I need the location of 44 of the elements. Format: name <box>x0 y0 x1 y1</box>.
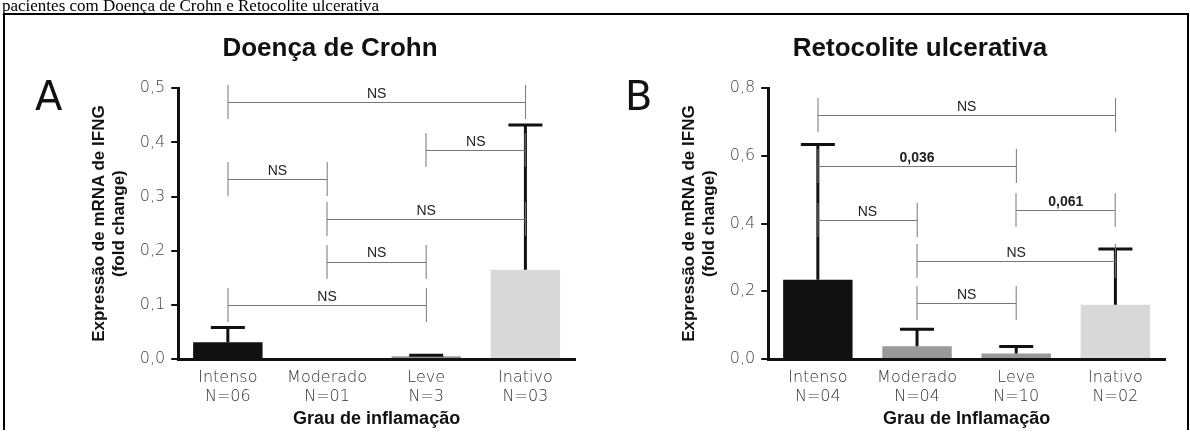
x-tick-label: Moderado N=04 <box>877 366 957 405</box>
annotation: NS <box>857 203 878 220</box>
y-tick-label: 0,4 <box>139 131 166 151</box>
y-axis-title: Expressão de mRNA de IFNG (fold change) <box>678 105 719 342</box>
y-tick-label: 0,0 <box>729 348 756 368</box>
y-tick-label: 0,0 <box>139 348 166 368</box>
y-tick-label: 0,4 <box>729 212 756 232</box>
y-tick-label: 0,6 <box>729 145 756 165</box>
y-tick-label: 0,5 <box>139 77 166 97</box>
text: pacientes com Doença de Crohn e Retocolite ulcerativa <box>2 0 380 16</box>
bar <box>1080 304 1151 358</box>
annotation: NS <box>1006 243 1026 260</box>
annotation: NS <box>366 84 387 101</box>
y-tick-label: 0,1 <box>139 294 166 313</box>
annotation: NS <box>956 286 977 303</box>
annotation: NS <box>956 98 977 115</box>
bar <box>490 269 561 358</box>
annotation: NS <box>317 287 337 304</box>
x-tick-label: Moderado N=01 <box>287 366 367 405</box>
x-tick-label: Inativo N=03 <box>498 366 553 405</box>
chart-title: Retocolite ulcerativa <box>792 31 1048 62</box>
x-tick-label: Intenso N=06 <box>198 366 258 405</box>
y-tick-label: 0,2 <box>139 239 166 259</box>
y-axis-title: Expressão de mRNA de IFNG (fold change) <box>88 105 129 342</box>
x-tick-label: Leve N=10 <box>993 366 1040 405</box>
text: B <box>625 73 653 120</box>
bar <box>981 353 1051 358</box>
bar <box>882 346 952 358</box>
chart-title: Doença de Crohn <box>222 31 438 62</box>
annotation: NS <box>267 161 288 178</box>
x-axis-title: Grau de inflamação <box>293 408 461 429</box>
x-axis-title: Grau de Inflamação <box>883 408 1051 429</box>
x-tick-label: Intenso N=04 <box>788 366 848 405</box>
text: A <box>35 73 63 120</box>
annotation: 0,061 <box>1048 192 1084 209</box>
y-tick-label: 0,2 <box>729 280 756 300</box>
y-tick-label: 0,3 <box>139 185 166 205</box>
annotation: 0,036 <box>899 148 935 165</box>
annotation: NS <box>466 133 486 150</box>
annotation: NS <box>366 244 387 261</box>
x-tick-label: Inativo N=02 <box>1088 366 1143 405</box>
annotation: NS <box>416 202 436 219</box>
y-tick-label: 0,8 <box>729 77 756 97</box>
x-tick-label: Leve N=3 <box>407 366 446 405</box>
